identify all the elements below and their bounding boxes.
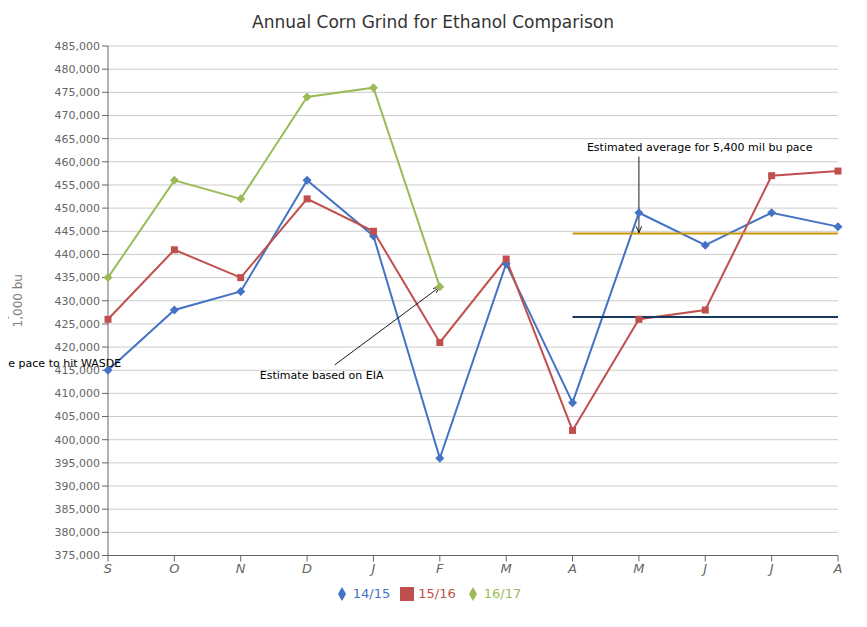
svg-text:A: A <box>567 561 577 576</box>
svg-text:430,000: 430,000 <box>55 295 101 308</box>
svg-text:485,000: 485,000 <box>55 40 101 53</box>
svg-text:J: J <box>369 561 376 576</box>
svg-text:445,000: 445,000 <box>55 225 101 238</box>
svg-text:400,000: 400,000 <box>55 434 101 447</box>
svg-text:A: A <box>833 561 843 576</box>
svg-text:O: O <box>169 561 179 576</box>
svg-text:Estimate based on EIA: Estimate based on EIA <box>260 369 384 382</box>
svg-text:380,000: 380,000 <box>55 526 101 539</box>
html-text:15/16: 15/16 <box>418 585 456 601</box>
svg-text:410,000: 410,000 <box>55 387 101 400</box>
svg-text:455,000: 455,000 <box>55 179 101 192</box>
svg-text:F: F <box>436 561 444 576</box>
svg-text:390,000: 390,000 <box>55 480 101 493</box>
html-text:16/17: 16/17 <box>483 585 522 601</box>
svg-text:S: S <box>104 561 112 576</box>
svg-text:D: D <box>302 561 312 576</box>
svg-text:460,000: 460,000 <box>55 156 101 169</box>
svg-text:395,000: 395,000 <box>55 457 101 470</box>
svg-text:470,000: 470,000 <box>55 109 101 122</box>
svg-text:425,000: 425,000 <box>55 318 101 331</box>
svg-text:475,000: 475,000 <box>55 86 101 99</box>
svg-text:M: M <box>633 561 644 576</box>
svg-text:440,000: 440,000 <box>55 248 101 261</box>
svg-text:450,000: 450,000 <box>55 202 101 215</box>
svg-text:385,000: 385,000 <box>55 503 101 516</box>
html-text:Annual Corn Grind for Ethanol: Annual Corn Grind for Ethanol Comparison <box>252 12 614 32</box>
svg-text:405,000: 405,000 <box>55 410 101 423</box>
svg-text:J: J <box>700 561 707 576</box>
svg-text:M: M <box>501 561 512 576</box>
svg-text:J: J <box>767 561 774 576</box>
svg-text:420,000: 420,000 <box>55 341 101 354</box>
svg-text:375,000: 375,000 <box>55 549 101 562</box>
svg-text:465,000: 465,000 <box>55 133 101 146</box>
html-text:14/15: 14/15 <box>352 585 391 601</box>
svg-text:1,000 bu: 1,000 bu <box>11 274 25 327</box>
svg-text:Estimated average for 5,400 mi: Estimated average for 5,400 mil bu pace <box>587 141 813 154</box>
svg-text:435,000: 435,000 <box>55 271 101 284</box>
svg-text:415,000: 415,000 <box>55 364 101 377</box>
svg-text:N: N <box>236 561 246 576</box>
svg-text:480,000: 480,000 <box>55 63 101 76</box>
